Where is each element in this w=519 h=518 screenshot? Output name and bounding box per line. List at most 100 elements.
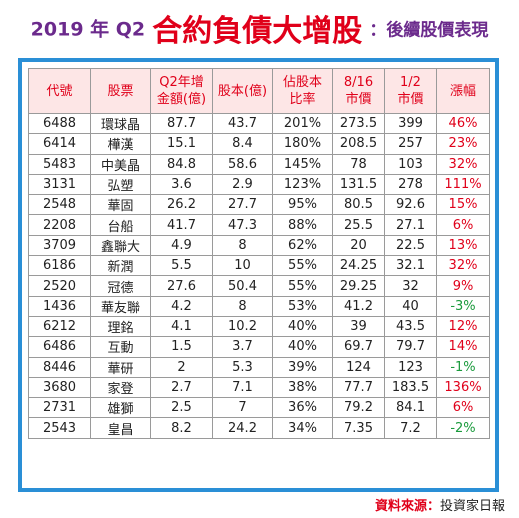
- column-header: 代號: [28, 68, 91, 114]
- table-cell: 5.3: [212, 356, 273, 378]
- table-cell: 1.5: [150, 336, 213, 358]
- table-cell: 7.1: [212, 376, 273, 399]
- table-cell: 4.9: [150, 234, 213, 257]
- table-cell: 53%: [272, 295, 333, 317]
- table-cell: 12%: [436, 315, 490, 338]
- table-row: 6414 樺漢 15.1 8.4 180% 208.5 257 23%: [28, 133, 490, 155]
- table-cell: 180%: [272, 133, 333, 155]
- table-cell: 3680: [28, 376, 91, 399]
- table-cell: 32.1: [384, 255, 437, 277]
- table-cell: 13%: [436, 234, 490, 257]
- table-row: 2543 皇昌 8.2 24.2 34% 7.35 7.2 -2%: [28, 417, 490, 439]
- table-cell: 6488: [28, 112, 91, 135]
- column-header-line: 股票: [107, 83, 134, 99]
- table-cell: 雄獅: [90, 397, 151, 419]
- table-cell: 15%: [436, 194, 490, 216]
- table-cell: 1436: [28, 295, 91, 317]
- column-header: Q2年增 金額(億): [150, 68, 213, 114]
- table-cell: 7.2: [384, 417, 437, 439]
- table-row: 6488 環球晶 87.7 43.7 201% 273.5 399 46%: [28, 112, 490, 135]
- table-cell: 43.5: [384, 315, 437, 338]
- table-cell: 2: [150, 356, 213, 378]
- table-cell: 台船: [90, 214, 151, 236]
- title-prefix: 2019 年 Q2: [30, 18, 146, 41]
- table-cell: 84.8: [150, 153, 213, 175]
- table-cell: 27.1: [384, 214, 437, 236]
- table-cell: 27.7: [212, 194, 273, 216]
- table-row: 6186 新潤 5.5 10 55% 24.25 32.1 32%: [28, 255, 490, 277]
- table-cell: 8: [212, 234, 273, 257]
- table-cell: 弘塑: [90, 173, 151, 196]
- table-cell: 3131: [28, 173, 91, 196]
- table-cell: 40%: [272, 336, 333, 358]
- table-cell: 43.7: [212, 112, 273, 135]
- table-cell: 55%: [272, 275, 333, 297]
- table-cell: 47.3: [212, 214, 273, 236]
- table-cell: 39%: [272, 356, 333, 378]
- source-label: 資料來源: [374, 499, 427, 514]
- table-cell: 38%: [272, 376, 333, 399]
- column-header-line: Q2年增: [159, 75, 204, 90]
- column-header-line: 1/2: [400, 75, 421, 90]
- table-cell: 2.5: [150, 397, 213, 419]
- table-cell: 2543: [28, 417, 91, 439]
- table-row: 8446 華研 2 5.3 39% 124 123 -1%: [28, 356, 490, 378]
- table-cell: 環球晶: [90, 112, 151, 135]
- table-cell: 26.2: [150, 194, 213, 216]
- table-cell: 皇昌: [90, 417, 151, 439]
- table-cell: 145%: [272, 153, 333, 175]
- table-cell: 40%: [272, 315, 333, 338]
- table-cell: 10: [212, 255, 273, 277]
- table-cell: 9%: [436, 275, 490, 297]
- header-row: 代號 股票 Q2年增 金額(億) 股本(億) 佔股本 比率 8/16 市價 1/2 市價 漲幅: [28, 68, 490, 114]
- column-header: 漲幅: [436, 68, 490, 114]
- table-cell: 6%: [436, 214, 490, 236]
- table-cell: 10.2: [212, 315, 273, 338]
- table-row: 2208 台船 41.7 47.3 88% 25.5 27.1 6%: [28, 214, 490, 236]
- table-row: 3680 家登 2.7 7.1 38% 77.7 183.5 136%: [28, 376, 490, 399]
- table-row: 2731 雄獅 2.5 7 36% 79.2 84.1 6%: [28, 397, 490, 419]
- table-cell: 6486: [28, 336, 91, 358]
- table-cell: 79.7: [384, 336, 437, 358]
- table-cell: 理銘: [90, 315, 151, 338]
- table-cell: 46%: [436, 112, 490, 135]
- table-cell: 87.7: [150, 112, 213, 135]
- table-cell: 50.4: [212, 275, 273, 297]
- table-cell: 41.7: [150, 214, 213, 236]
- table-cell: 8.4: [212, 133, 273, 155]
- table-cell: 22.5: [384, 234, 437, 257]
- table-cell: 新潤: [90, 255, 151, 277]
- table-row: 6212 理銘 4.1 10.2 40% 39 43.5 12%: [28, 315, 490, 338]
- table-cell: 124: [332, 356, 385, 378]
- table-cell: 58.6: [212, 153, 273, 175]
- table-cell: 3.6: [150, 173, 213, 196]
- table-body: 6488 環球晶 87.7 43.7 201% 273.5 399 46% 6414 樺漢 15.1…: [28, 112, 490, 439]
- column-header-line: 漲幅: [449, 83, 476, 99]
- table-cell: 79.2: [332, 397, 385, 419]
- table-cell: 201%: [272, 112, 333, 135]
- table-cell: 92.6: [384, 194, 437, 216]
- column-header: 股本(億): [212, 68, 273, 114]
- table-row: 2520 冠德 27.6 50.4 55% 29.25 32 9%: [28, 275, 490, 297]
- table-cell: 互動: [90, 336, 151, 358]
- table-cell: 62%: [272, 234, 333, 257]
- column-header-line: 代號: [46, 83, 73, 99]
- table-cell: 冠德: [90, 275, 151, 297]
- table-cell: 88%: [272, 214, 333, 236]
- table-cell: 樺漢: [90, 133, 151, 155]
- table-cell: 32%: [436, 255, 490, 277]
- table-cell: 40: [384, 295, 437, 317]
- table-cell: 123: [384, 356, 437, 378]
- column-header-line: 股本(億): [217, 83, 268, 99]
- table-cell: 103: [384, 153, 437, 175]
- column-header: 佔股本 比率: [272, 68, 333, 114]
- table-cell: 36%: [272, 397, 333, 419]
- table-cell: 69.7: [332, 336, 385, 358]
- table-cell: 208.5: [332, 133, 385, 155]
- table-row: 6486 互動 1.5 3.7 40% 69.7 79.7 14%: [28, 336, 490, 358]
- table-cell: 2.7: [150, 376, 213, 399]
- table-cell: 55%: [272, 255, 333, 277]
- table-cell: 273.5: [332, 112, 385, 135]
- table-cell: 34%: [272, 417, 333, 439]
- table-cell: 2731: [28, 397, 91, 419]
